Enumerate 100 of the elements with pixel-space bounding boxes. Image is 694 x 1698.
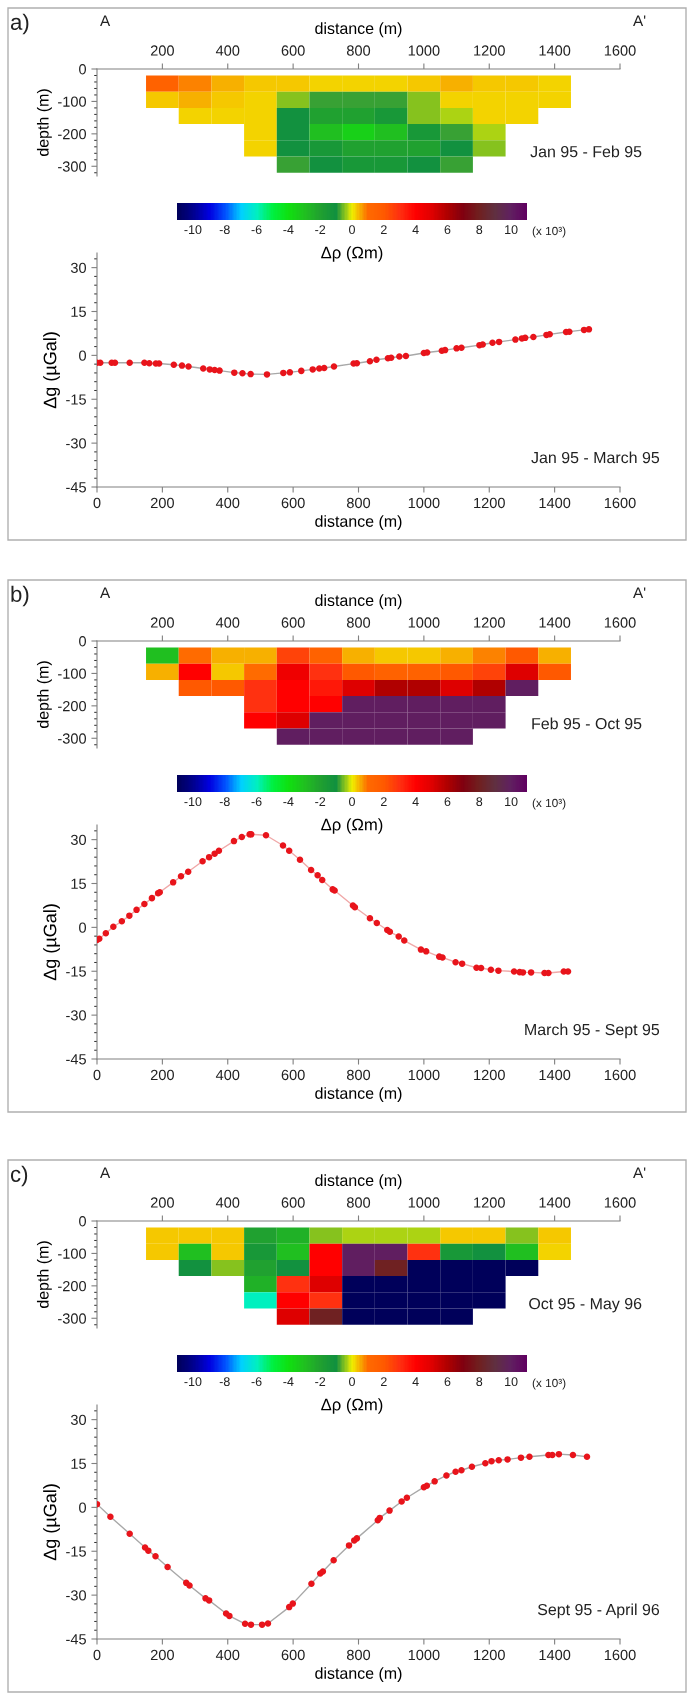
color-bar-label: -8 bbox=[219, 797, 230, 807]
x-tick-label: 1400 bbox=[539, 1649, 571, 1661]
y-tick-label: 30 bbox=[70, 834, 87, 846]
x-axis-title: distance (m) bbox=[315, 594, 402, 610]
y-axis-title: Δg (µGal) bbox=[43, 332, 60, 409]
x-tick-label: 800 bbox=[346, 1069, 371, 1081]
y-tick-label: 0 bbox=[79, 636, 87, 647]
x-axis-title: distance (m) bbox=[315, 22, 402, 38]
color-bar-label: -4 bbox=[283, 797, 294, 806]
y-axis-title: depth (m) bbox=[36, 1241, 52, 1308]
y-tick-label: -200 bbox=[58, 1280, 87, 1292]
x-tick-label: 800 bbox=[346, 45, 371, 56]
color-bar-label: -2 bbox=[315, 1377, 326, 1386]
y-tick-label: -300 bbox=[58, 733, 87, 744]
x-tick-label: 1200 bbox=[474, 45, 505, 56]
color-bar-label: 8 bbox=[476, 1377, 483, 1387]
x-tick-label: 1200 bbox=[474, 1649, 505, 1661]
x-tick-label: 1400 bbox=[539, 617, 571, 628]
annotation: Jan 95 - Feb 95 bbox=[530, 145, 642, 158]
text: A bbox=[100, 1167, 111, 1178]
annotation: Jan 95 - March 95 bbox=[531, 451, 660, 464]
y-tick-label: -45 bbox=[66, 1054, 86, 1065]
y-axis-title: Δg (µGal) bbox=[43, 904, 60, 981]
color-bar-label: 6 bbox=[444, 797, 451, 807]
y-tick-label: -30 bbox=[66, 1590, 87, 1601]
text: (x 10³) bbox=[532, 226, 566, 238]
y-tick-label: -45 bbox=[66, 482, 86, 493]
x-tick-label: 200 bbox=[150, 1069, 174, 1081]
y-tick-label: -100 bbox=[58, 1248, 87, 1259]
x-tick-label: 600 bbox=[281, 617, 305, 628]
color-bar-label: 4 bbox=[412, 1377, 419, 1386]
x-tick-label: 1000 bbox=[408, 1649, 440, 1661]
x-tick-label: 200 bbox=[150, 1649, 174, 1661]
y-tick-label: 0 bbox=[79, 64, 87, 75]
color-bar-label: -8 bbox=[219, 1377, 230, 1387]
y-tick-label: -200 bbox=[58, 700, 87, 712]
color-bar-label: -4 bbox=[283, 1377, 294, 1386]
x-tick-label: 1400 bbox=[539, 1197, 571, 1208]
text: b) bbox=[11, 585, 29, 607]
y-tick-label: 30 bbox=[70, 1414, 87, 1426]
x-tick-label: 1600 bbox=[604, 1197, 636, 1208]
x-tick-label: 1600 bbox=[604, 497, 636, 509]
x-tick-label: 1000 bbox=[408, 1197, 440, 1208]
color-bar-label: -8 bbox=[219, 225, 230, 235]
x-tick-label: 200 bbox=[150, 45, 174, 56]
x-tick-label: 600 bbox=[281, 1649, 305, 1661]
color-bar-label: 10 bbox=[505, 797, 518, 807]
text: (x 10³) bbox=[532, 1378, 566, 1390]
color-bar-label: 0 bbox=[349, 1377, 355, 1387]
x-tick-label: 1000 bbox=[408, 617, 440, 628]
x-tick-label: 1600 bbox=[604, 1069, 636, 1081]
annotation: Oct 95 - May 96 bbox=[529, 1297, 642, 1313]
x-tick-label: 1200 bbox=[474, 1069, 505, 1081]
y-tick-label: 0 bbox=[79, 922, 87, 933]
color-bar-label: 4 bbox=[412, 797, 419, 806]
x-tick-label: 400 bbox=[215, 497, 240, 509]
color-bar-label: -6 bbox=[251, 1377, 262, 1387]
y-axis-title: Δg (µGal) bbox=[43, 1484, 60, 1561]
x-tick-label: 400 bbox=[215, 1649, 240, 1661]
annotation: Sept 95 - April 96 bbox=[537, 1603, 660, 1619]
y-tick-label: -15 bbox=[66, 1546, 86, 1557]
y-tick-label: -15 bbox=[66, 966, 86, 977]
text: A' bbox=[633, 1167, 646, 1178]
color-bar-title: Δρ (Ωm) bbox=[321, 818, 383, 834]
color-bar-label: 2 bbox=[380, 1377, 387, 1386]
x-tick-label: 0 bbox=[93, 1069, 101, 1081]
x-axis-title: distance (m) bbox=[315, 515, 402, 531]
x-tick-label: 1200 bbox=[474, 497, 505, 509]
y-axis-title: depth (m) bbox=[36, 661, 52, 728]
color-bar-title: Δρ (Ωm) bbox=[321, 246, 383, 262]
x-tick-label: 1000 bbox=[408, 1069, 440, 1081]
x-tick-label: 800 bbox=[346, 1197, 371, 1208]
y-tick-label: 15 bbox=[71, 878, 86, 889]
y-tick-label: -45 bbox=[66, 1634, 86, 1645]
color-bar-label: -2 bbox=[315, 225, 326, 234]
x-tick-label: 600 bbox=[281, 497, 305, 509]
x-tick-label: 600 bbox=[281, 45, 305, 56]
y-tick-label: -15 bbox=[66, 394, 86, 405]
text: A bbox=[100, 15, 111, 26]
color-bar-label: 0 bbox=[349, 225, 355, 235]
x-tick-label: 400 bbox=[215, 617, 240, 628]
y-tick-label: -100 bbox=[58, 96, 87, 107]
x-tick-label: 0 bbox=[93, 497, 101, 509]
x-tick-label: 600 bbox=[281, 1197, 305, 1208]
color-bar-label: -6 bbox=[251, 225, 262, 235]
color-bar-label: 6 bbox=[444, 1377, 451, 1387]
y-tick-label: -300 bbox=[58, 1313, 87, 1324]
y-tick-label: -30 bbox=[66, 1010, 87, 1021]
y-tick-label: -200 bbox=[58, 128, 87, 140]
text: (x 10³) bbox=[532, 798, 566, 810]
color-bar-label: 2 bbox=[380, 797, 387, 806]
x-tick-label: 1200 bbox=[474, 617, 505, 628]
color-bar-label: 8 bbox=[476, 797, 483, 807]
x-tick-label: 200 bbox=[150, 617, 174, 628]
y-tick-label: 15 bbox=[71, 1458, 86, 1469]
color-bar-title: Δρ (Ωm) bbox=[321, 1398, 383, 1414]
x-tick-label: 200 bbox=[150, 497, 174, 509]
text: A' bbox=[633, 15, 646, 26]
x-tick-label: 1600 bbox=[604, 617, 636, 628]
x-tick-label: 800 bbox=[346, 1649, 371, 1661]
